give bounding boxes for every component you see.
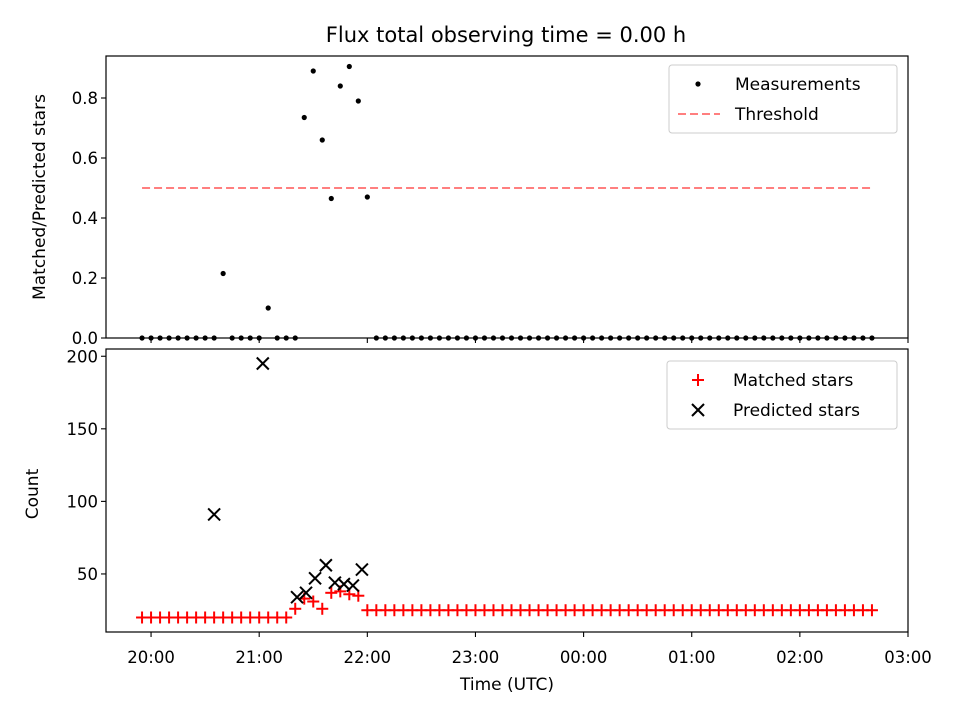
bottom-legend: Matched stars Predicted stars — [666, 360, 898, 430]
bottom-legend-box — [666, 360, 898, 430]
top-x-ticks — [150, 338, 909, 343]
legend-threshold-label: Threshold — [734, 105, 819, 125]
top-y-tick-label: 0.6 — [72, 149, 98, 168]
bottom-x-tick-label: 22:00 — [344, 648, 392, 667]
top-y-tick-label: 0.2 — [72, 269, 98, 288]
measurement-point — [355, 98, 361, 104]
measurement-point — [301, 114, 307, 121]
matched-star-point — [289, 602, 302, 615]
predicted-star-point — [319, 558, 333, 572]
top-y-tick-label: 0.4 — [72, 209, 98, 228]
bottom-x-tick-label: 23:00 — [452, 648, 500, 667]
bottom-y-tick-label: 100 — [67, 492, 99, 511]
predicted-star-point — [256, 356, 270, 371]
measurement-point — [310, 68, 316, 74]
predicted-star-point — [308, 571, 322, 586]
legend-predicted-label: Predicted stars — [733, 401, 860, 421]
bottom-x-axis-label: Time (UTC) — [459, 675, 554, 695]
predicted-star-point — [299, 586, 313, 600]
legend-matched-label: Matched stars — [733, 371, 853, 391]
matched-star-point — [316, 602, 329, 615]
top-marks — [139, 63, 875, 341]
measurement-point — [220, 270, 226, 277]
top-y-ticks: 0.0 0.2 0.4 0.6 0.8 — [72, 89, 106, 348]
measurement-point — [319, 137, 325, 143]
bottom-y-tick-label: 150 — [67, 420, 99, 439]
measurement-point — [328, 195, 334, 202]
legend-measurements-marker — [695, 81, 701, 87]
bottom-y-axis-label: Count — [23, 468, 43, 519]
bottom-x-ticks: 20:00 21:00 22:00 23:00 00:00 01:00 02:00 03:00 — [127, 632, 932, 667]
top-panel: 0.00.20.40.60.8 Matched/Predicted stars … — [30, 55, 909, 348]
legend-predicted-marker — [691, 403, 705, 417]
bottom-x-tick-label: 21:00 — [235, 648, 283, 667]
predicted-star-point — [207, 507, 221, 522]
bottom-x-tick-label: 02:00 — [776, 648, 824, 667]
bottom-x-tick-label: 01:00 — [668, 648, 716, 667]
bottom-y-tick-label: 200 — [67, 347, 99, 366]
bottom-x-tick-label: 00:00 — [560, 648, 608, 667]
bottom-panel: 50 100 150 200 20:00 21:00 22:00 23:00 00:00 01:… — [23, 347, 932, 695]
bottom-y-tick-label: 50 — [77, 565, 98, 584]
bottom-x-tick-label: 20:00 — [127, 648, 175, 667]
bottom-axes-frame — [105, 348, 909, 633]
top-axes-frame — [105, 55, 909, 339]
measurement-point — [337, 83, 343, 89]
predicted-star-point — [346, 578, 360, 593]
measurement-point — [265, 305, 271, 311]
bottom-y-ticks: 50 100 150 200 — [67, 347, 106, 584]
predicted-star-point — [290, 590, 304, 604]
top-y-tick-label: 0.8 — [72, 89, 98, 108]
legend-measurements-label: Measurements — [735, 75, 861, 95]
measurement-point — [364, 194, 370, 200]
predicted-star-point — [355, 562, 369, 577]
figure-title: Flux total observing time = 0.00 h — [326, 23, 686, 47]
matched-star-point — [307, 595, 320, 608]
matched-star-point — [865, 604, 878, 617]
legend-matched-marker — [692, 374, 704, 386]
matched-star-point — [280, 611, 293, 624]
top-legend-box — [668, 64, 898, 134]
top-y-tick-label: 0.0 — [72, 329, 98, 348]
top-y-axis-label: Matched/Predicted stars — [30, 94, 50, 300]
bottom-marks — [136, 356, 878, 624]
top-legend: Measurements Threshold — [668, 64, 898, 134]
measurement-point — [346, 63, 352, 70]
matched-star-point — [325, 586, 338, 599]
bottom-x-tick-label: 03:00 — [884, 648, 932, 667]
